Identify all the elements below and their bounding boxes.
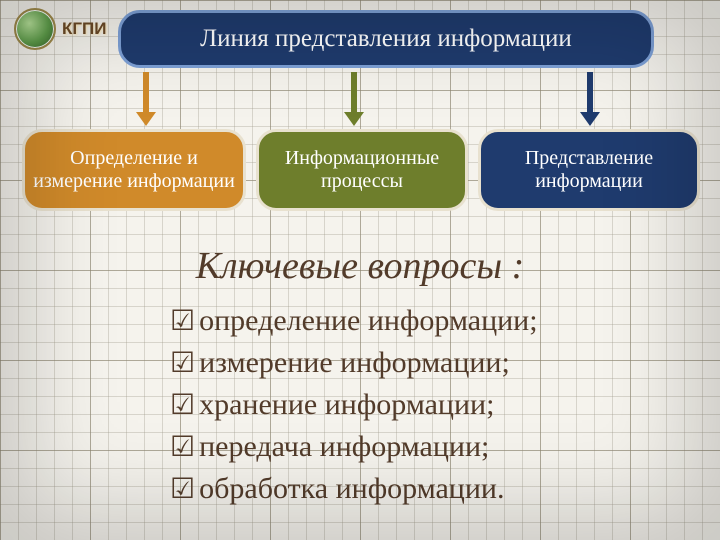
- logo-text: КГПИ: [62, 19, 106, 39]
- check-icon: ☑: [170, 301, 195, 340]
- child-label-2: Представлениеинформации: [525, 147, 653, 193]
- slide: КГПИ Линия представления информации Опре…: [0, 0, 720, 540]
- bullet-item-0: ☑определение информации;: [170, 300, 538, 342]
- bullet-item-1: ☑измерение информации;: [170, 342, 538, 384]
- bullet-text-3: передача информации;: [199, 426, 489, 468]
- check-icon: ☑: [170, 469, 195, 508]
- check-icon: ☑: [170, 385, 195, 424]
- arrow-head-2: [580, 112, 600, 126]
- child-box-0: Определение иизмерение информации: [22, 129, 246, 211]
- heading-label: Ключевые вопросы :: [196, 245, 524, 287]
- bullet-text-4: обработка информации.: [199, 468, 504, 510]
- check-icon: ☑: [170, 427, 195, 466]
- bullet-item-2: ☑хранение информации;: [170, 384, 538, 426]
- arrow-shaft-2: [587, 72, 593, 112]
- title-label: Линия представления информации: [200, 25, 572, 53]
- bullet-text-2: хранение информации;: [199, 384, 494, 426]
- arrow-head-1: [344, 112, 364, 126]
- logo: КГПИ: [14, 8, 106, 50]
- child-box-1: Информационныепроцессы: [256, 129, 468, 211]
- child-box-2: Представлениеинформации: [478, 129, 700, 211]
- bullet-item-3: ☑передача информации;: [170, 426, 538, 468]
- arrow-shaft-1: [351, 72, 357, 112]
- child-label-1: Информационныепроцессы: [285, 147, 439, 193]
- bullet-item-4: ☑обработка информации.: [170, 468, 538, 510]
- check-icon: ☑: [170, 343, 195, 382]
- bullet-list: ☑определение информации;☑измерение инфор…: [170, 300, 538, 510]
- bullet-text-0: определение информации;: [199, 300, 537, 342]
- key-questions-heading: Ключевые вопросы :: [0, 244, 720, 288]
- bullet-text-1: измерение информации;: [199, 342, 510, 384]
- logo-icon: [14, 8, 56, 50]
- arrow-head-0: [136, 112, 156, 126]
- arrow-shaft-0: [143, 72, 149, 112]
- title-box: Линия представления информации: [118, 10, 654, 68]
- child-label-0: Определение иизмерение информации: [33, 147, 235, 193]
